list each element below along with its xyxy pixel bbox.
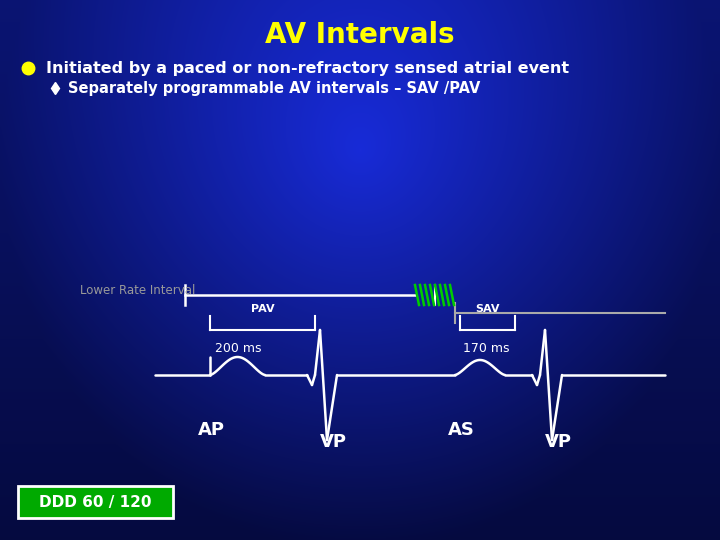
Text: AV Intervals: AV Intervals (265, 21, 455, 49)
Text: Separately programmable AV intervals – SAV /PAV: Separately programmable AV intervals – S… (68, 80, 480, 96)
Text: 200 ms: 200 ms (215, 341, 261, 354)
Text: PAV: PAV (251, 304, 274, 314)
Text: VP: VP (320, 433, 347, 451)
Text: AS: AS (448, 421, 475, 439)
Text: Lower Rate Interval: Lower Rate Interval (80, 284, 195, 296)
Text: Initiated by a paced or non-refractory sensed atrial event: Initiated by a paced or non-refractory s… (46, 60, 569, 76)
Text: 170 ms: 170 ms (463, 341, 510, 354)
Bar (18, 486, 173, 518)
Text: VP: VP (545, 433, 572, 451)
Text: AP: AP (198, 421, 225, 439)
Text: SAV: SAV (475, 304, 500, 314)
Text: DDD 60 / 120: DDD 60 / 120 (39, 495, 151, 510)
